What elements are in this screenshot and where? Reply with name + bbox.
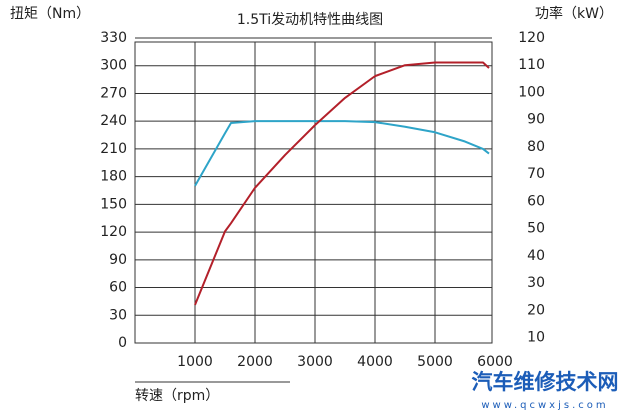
y2-tick-label: 20 — [527, 302, 545, 318]
y2-tick-label: 80 — [527, 139, 545, 155]
y-tick-label: 210 — [100, 141, 127, 157]
y2-tick-label: 100 — [518, 84, 545, 100]
plot-frame — [134, 41, 493, 344]
x-tick-label: 4000 — [357, 354, 393, 370]
y2-tick-label: 60 — [527, 193, 545, 209]
y-tick-label: 90 — [109, 252, 127, 268]
line-series — [194, 61, 490, 306]
y2-tick-label: 110 — [518, 57, 545, 73]
y2-tick-label: 40 — [527, 248, 545, 264]
y-tick-label: 300 — [100, 58, 127, 74]
x-tick-label: 6000 — [477, 354, 513, 370]
y-tick-label: 30 — [109, 307, 127, 323]
y2-tick-label: 30 — [527, 275, 545, 291]
x-tick-label: 1000 — [177, 354, 213, 370]
y-tick-label: 0 — [118, 335, 127, 351]
y-tick-label: 240 — [100, 113, 127, 129]
x-tick-label: 3000 — [297, 354, 333, 370]
y-tick-label: 330 — [100, 30, 127, 46]
x-tick-label: 2000 — [237, 354, 273, 370]
y2-tick-label: 10 — [527, 330, 545, 346]
y2-tick-label: 50 — [527, 221, 545, 237]
y-tick-label: 150 — [100, 196, 127, 212]
y-axis-label: 扭矩（Nm） — [10, 6, 90, 22]
y2-tick-label: 90 — [527, 112, 545, 128]
watermark: 汽车维修技术网 — [472, 370, 619, 394]
watermark-url: www.qcwxjs.com — [481, 400, 608, 411]
y2-tick-label: 70 — [527, 166, 545, 182]
x-tick-label: 5000 — [417, 354, 453, 370]
y2-axis-label: 功率（kW） — [535, 5, 613, 22]
y-tick-label: 270 — [100, 85, 127, 101]
chart-title: 1.5Ti发动机特性曲线图 — [237, 12, 383, 28]
line-series — [194, 120, 490, 187]
y-tick-label: 120 — [100, 224, 127, 240]
y-tick-label: 180 — [100, 169, 127, 185]
y2-tick-label: 120 — [518, 30, 545, 46]
y-tick-label: 60 — [109, 280, 127, 296]
x-axis-label: 转速（rpm） — [135, 388, 219, 404]
